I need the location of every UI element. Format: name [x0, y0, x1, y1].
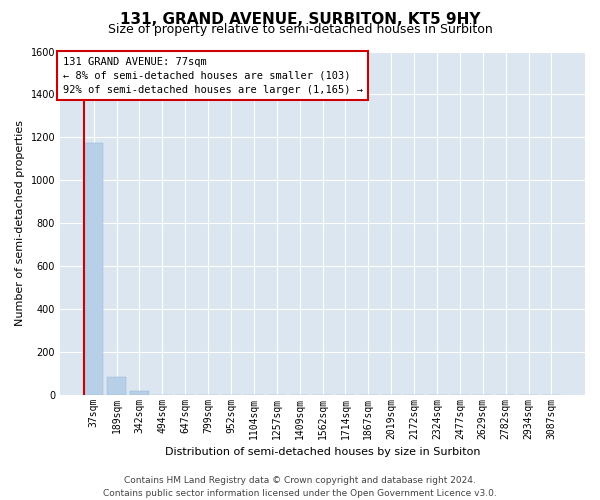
- Text: Size of property relative to semi-detached houses in Surbiton: Size of property relative to semi-detach…: [107, 22, 493, 36]
- X-axis label: Distribution of semi-detached houses by size in Surbiton: Distribution of semi-detached houses by …: [165, 448, 480, 458]
- Text: Contains HM Land Registry data © Crown copyright and database right 2024.
Contai: Contains HM Land Registry data © Crown c…: [103, 476, 497, 498]
- Text: 131 GRAND AVENUE: 77sqm
← 8% of semi-detached houses are smaller (103)
92% of se: 131 GRAND AVENUE: 77sqm ← 8% of semi-det…: [62, 56, 362, 94]
- Bar: [130, 392, 149, 396]
- Y-axis label: Number of semi-detached properties: Number of semi-detached properties: [15, 120, 25, 326]
- Bar: [84, 143, 103, 396]
- Bar: [107, 377, 126, 396]
- Text: 131, GRAND AVENUE, SURBITON, KT5 9HY: 131, GRAND AVENUE, SURBITON, KT5 9HY: [120, 12, 480, 28]
